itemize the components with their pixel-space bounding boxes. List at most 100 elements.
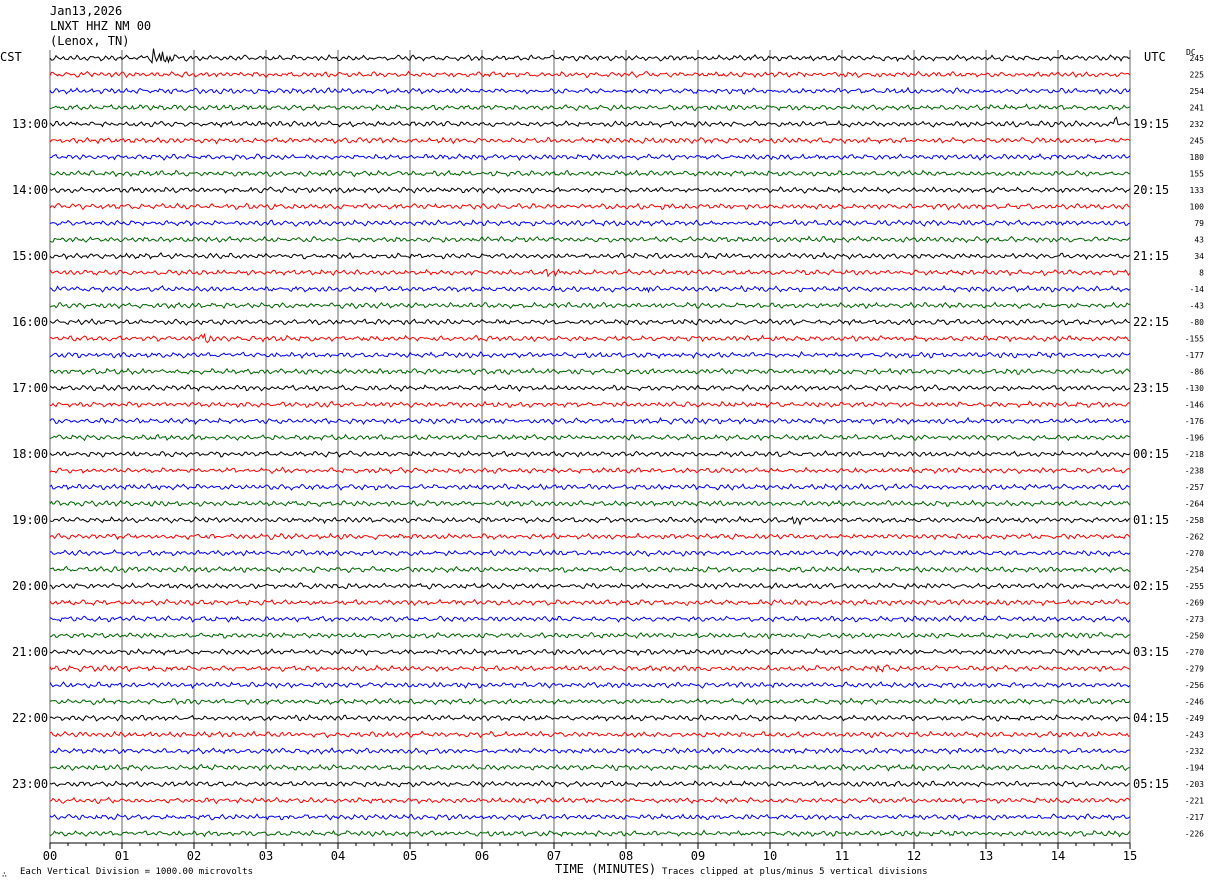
trace-line (49, 367, 1131, 376)
header-location: (Lenox, TN) (50, 34, 130, 48)
x-tick-label: 07 (547, 849, 561, 863)
trace-line (49, 582, 1131, 590)
dc-offset-label: -279 (1185, 665, 1204, 674)
dc-offset-label: -270 (1185, 549, 1204, 558)
trace-line (49, 681, 1131, 690)
x-tick-label: 15 (1123, 849, 1137, 863)
dc-offset-label: 225 (1190, 71, 1205, 80)
trace-line (49, 532, 1131, 541)
header-station: LNXT HHZ NM 00 (50, 19, 152, 33)
left-hour-label: 23:00 (12, 777, 48, 791)
dc-header-label: DC (1186, 48, 1196, 57)
trace-line (49, 284, 1131, 294)
x-tick-label: 11 (835, 849, 849, 863)
trace-line (49, 714, 1131, 722)
trace-line (49, 697, 1131, 706)
trace-line (49, 780, 1131, 788)
dc-offset-label: -176 (1185, 417, 1204, 426)
dc-offset-label: -221 (1185, 797, 1204, 806)
dc-offset-label: -250 (1185, 632, 1204, 641)
x-tick-label: 00 (43, 849, 57, 863)
trace-line (49, 829, 1131, 838)
dc-offset-label: 180 (1190, 153, 1205, 162)
trace-line (49, 350, 1131, 360)
dc-offset-label: -218 (1185, 450, 1204, 459)
trace-line (49, 136, 1131, 145)
dc-offset-label: -255 (1185, 582, 1204, 591)
trace-line (49, 450, 1131, 458)
trace-line (49, 747, 1131, 756)
right-timezone-label: UTC (1144, 50, 1166, 64)
right-hour-label: 19:15 (1133, 117, 1169, 131)
dc-offset-label: 34 (1194, 252, 1204, 261)
trace-line (49, 202, 1131, 211)
dc-offset-label: -80 (1190, 318, 1205, 327)
trace-line (49, 813, 1131, 821)
dc-offset-label: -258 (1185, 516, 1204, 525)
x-tick-label: 03 (259, 849, 273, 863)
trace-line (49, 615, 1131, 623)
right-hour-label: 04:15 (1133, 711, 1169, 725)
dc-offset-label: -256 (1185, 681, 1204, 690)
trace-line (49, 251, 1131, 260)
trace-line (49, 631, 1131, 640)
trace-line (49, 647, 1131, 657)
trace-line (49, 235, 1131, 244)
x-tick-label: 10 (763, 849, 777, 863)
x-tick-label: 05 (403, 849, 417, 863)
left-hour-label: 17:00 (12, 381, 48, 395)
dc-offset-label: -177 (1185, 351, 1204, 360)
left-hour-label: 18:00 (12, 447, 48, 461)
trace-line (49, 186, 1131, 194)
vertical-division-note: Each Vertical Division = 1000.00 microvo… (20, 867, 253, 877)
left-hour-label: 22:00 (12, 711, 48, 725)
dc-offset-label: -146 (1185, 401, 1204, 410)
dc-offset-label: -155 (1185, 335, 1204, 344)
dc-offset-label: -264 (1185, 500, 1204, 509)
dc-offset-label: -217 (1185, 813, 1204, 822)
dc-offset-label: -226 (1185, 830, 1204, 839)
trace-line (49, 301, 1131, 310)
trace-line (49, 730, 1131, 739)
dc-offset-label: -269 (1185, 599, 1204, 608)
x-tick-label: 12 (907, 849, 921, 863)
trace-line (49, 466, 1131, 475)
trace-line (49, 416, 1131, 426)
trace-line (49, 116, 1131, 128)
right-hour-label: 21:15 (1133, 249, 1169, 263)
dc-offset-label: -273 (1185, 615, 1204, 624)
x-tick-label: 02 (187, 849, 201, 863)
x-tick-label: 13 (979, 849, 993, 863)
clip-note: Traces clipped at plus/minus 5 vertical … (662, 867, 928, 877)
dc-offset-label: -14 (1190, 285, 1205, 294)
left-hour-label: 19:00 (12, 513, 48, 527)
trace-line (49, 219, 1131, 227)
dc-offset-label: -246 (1185, 698, 1204, 707)
dc-offset-label: -232 (1185, 747, 1204, 756)
right-hour-label: 03:15 (1133, 645, 1169, 659)
trace-line (49, 433, 1131, 442)
trace-line (49, 400, 1131, 409)
dc-offset-label: -254 (1185, 566, 1204, 575)
dc-offset-label: -194 (1185, 764, 1204, 773)
x-tick-label: 09 (691, 849, 705, 863)
left-hour-label: 21:00 (12, 645, 48, 659)
trace-line (49, 86, 1131, 95)
left-hour-label: 14:00 (12, 183, 48, 197)
left-timezone-label: CST (0, 50, 22, 64)
trace-line (49, 318, 1131, 326)
right-hour-label: 20:15 (1133, 183, 1169, 197)
x-tick-label: 04 (331, 849, 345, 863)
trace-line (49, 763, 1131, 772)
dc-offset-label: 43 (1194, 236, 1204, 245)
trace-line (49, 664, 1131, 673)
trace-line (49, 796, 1131, 805)
dc-offset-label: 155 (1190, 170, 1205, 179)
dc-offset-label: -270 (1185, 648, 1204, 657)
dc-offset-label: 241 (1190, 104, 1205, 113)
x-tick-label: 08 (619, 849, 633, 863)
right-hour-label: 22:15 (1133, 315, 1169, 329)
dc-offset-label: -130 (1185, 384, 1204, 393)
dc-offset-label: 232 (1190, 120, 1205, 129)
